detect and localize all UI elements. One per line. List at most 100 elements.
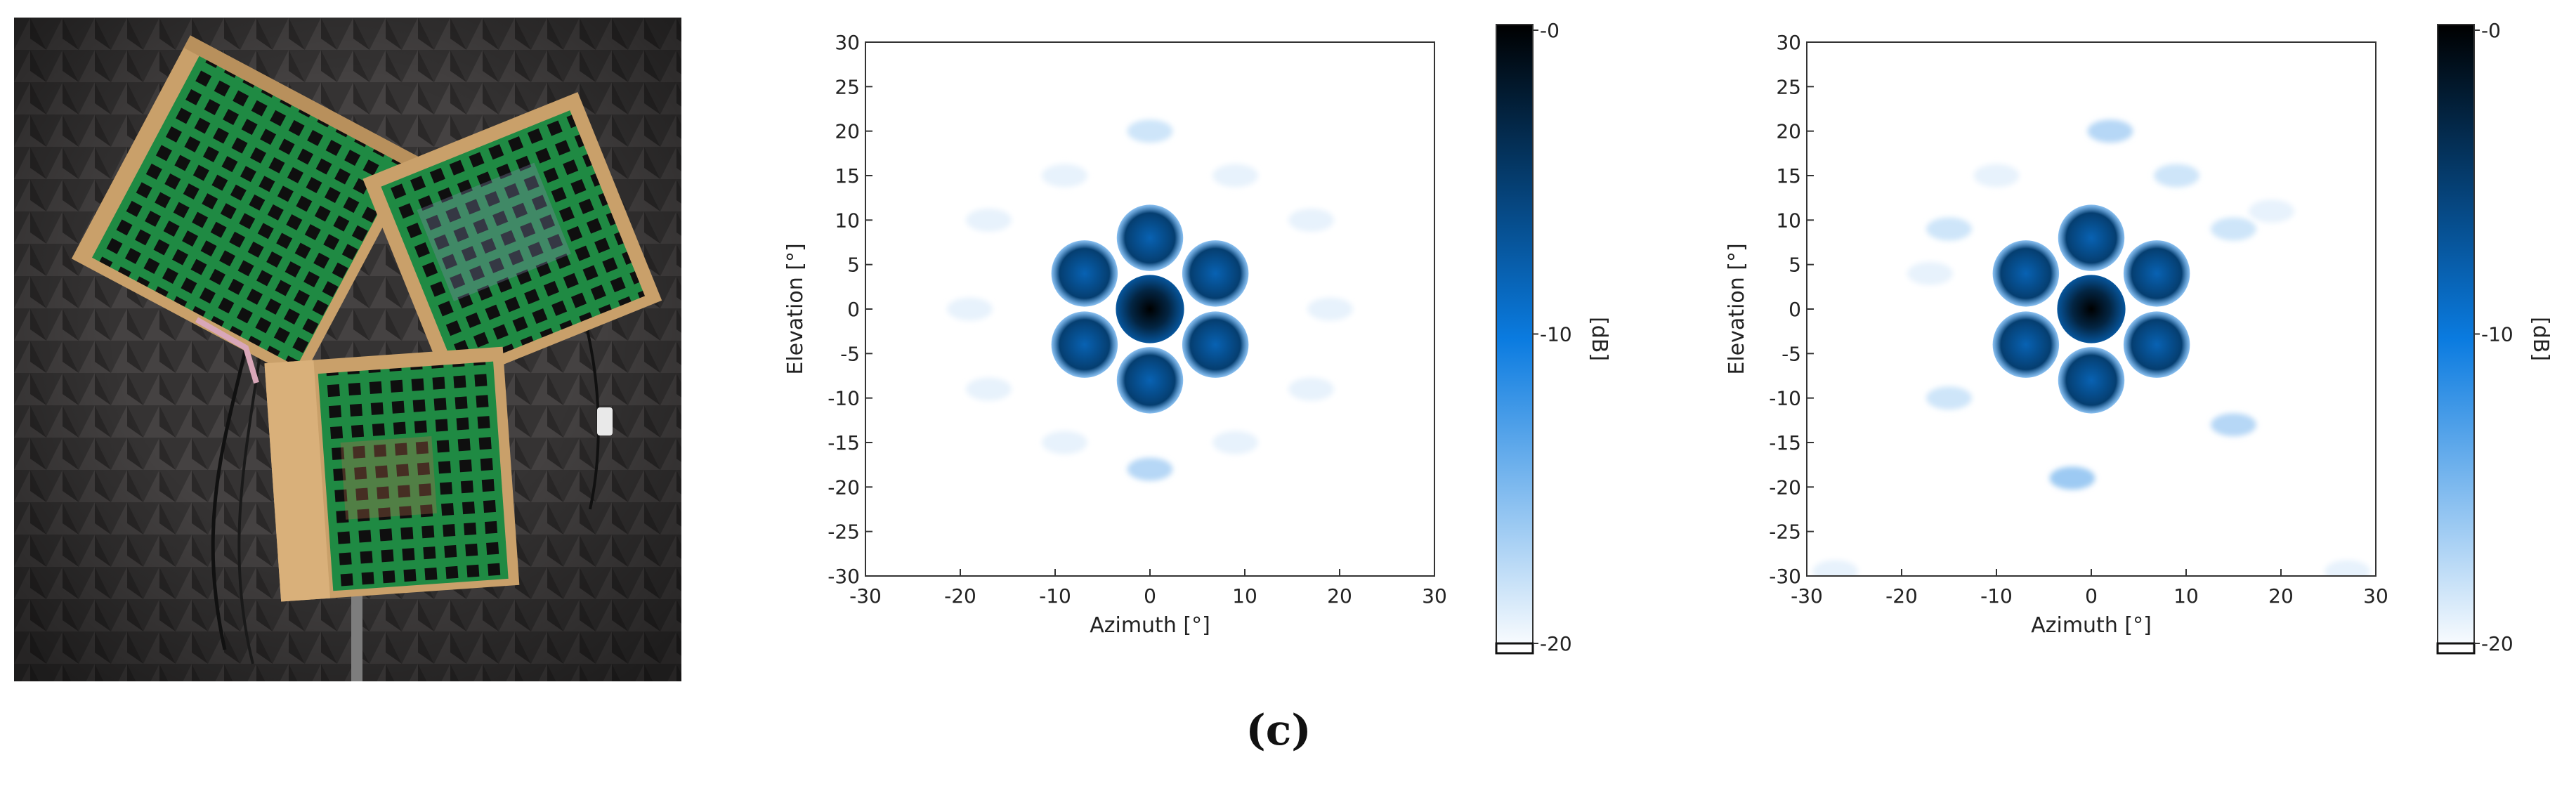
colorbar-tick-label: -10	[2481, 323, 2513, 346]
x-tick-label: -30	[1791, 584, 1823, 608]
colorbar-tick-label: -20	[1540, 632, 1572, 655]
sidelobe-0	[1127, 119, 1173, 143]
x-axis-title: Azimuth [°]	[1090, 613, 1210, 638]
grating-lobe-0	[2058, 204, 2125, 271]
grating-lobe-2	[1992, 240, 2060, 307]
sidelobe-9	[2249, 199, 2294, 223]
y-tick-label: -15	[828, 431, 860, 454]
y-tick-label: -25	[1769, 520, 1801, 544]
heatmap-layer	[947, 119, 1353, 481]
grating-lobe-3	[2123, 240, 2190, 307]
x-tick-label: 30	[2363, 584, 2388, 608]
y-tick-label: 5	[847, 254, 860, 277]
x-tick-label: 10	[1232, 584, 1257, 608]
x-tick-label: -20	[1885, 584, 1918, 608]
colorbar-tick-label: -0	[2481, 19, 2501, 42]
y-tick-label: 30	[835, 31, 860, 54]
y-tick-label: 30	[1776, 31, 1801, 54]
antenna-array-photo-drawing	[14, 18, 681, 681]
colorbar-tick-label: -20	[2481, 632, 2513, 655]
colorbar-marker	[1495, 642, 1534, 655]
colorbar-label: [dB]	[2528, 317, 2553, 361]
sidelobe-4	[966, 377, 1012, 401]
y-tick-label: -5	[840, 342, 860, 365]
x-tick-label: 0	[2085, 584, 2098, 608]
y-tick-label: 5	[1789, 254, 1801, 277]
heatmap-layer	[1812, 119, 2370, 576]
colorbar	[2437, 24, 2475, 654]
y-tick-label: 15	[1776, 164, 1801, 188]
x-tick-label: -20	[944, 584, 976, 608]
grating-lobe-5	[2123, 311, 2190, 378]
sidelobe-8	[1907, 261, 1953, 285]
sidelobe-3	[1288, 208, 1334, 232]
sidelobe-11	[2325, 560, 2370, 576]
sidelobe-6	[1973, 164, 2020, 188]
sidelobe-3	[2211, 217, 2256, 241]
grating-lobe-4	[1051, 311, 1118, 378]
beam-pattern-chart-1: -30 -20 -10 0 10 20 30 30 25 20 15 10 5 0 -5 -10 -15 -20 -…	[783, 19, 1611, 655]
y-tick-label: 0	[847, 298, 860, 321]
sidelobe-1	[2049, 466, 2096, 490]
sidelobe-10	[1042, 431, 1087, 454]
sidelobe-2	[966, 208, 1012, 232]
panel-label: (c)	[1245, 706, 1312, 755]
grating-lobe-1	[2058, 347, 2125, 414]
sidelobe-6	[947, 297, 993, 321]
main-lobe	[2057, 275, 2126, 343]
sidelobe-5	[2211, 413, 2256, 437]
x-tick-label: -30	[849, 584, 882, 608]
y-tick-label: -20	[828, 476, 860, 499]
y-tick-label: -20	[1769, 476, 1801, 499]
sidelobe-7	[2154, 164, 2199, 188]
y-axis-title: Elevation [°]	[1725, 243, 1749, 374]
sidelobe-9	[1212, 164, 1258, 188]
beam-pattern-chart-2: -30 -20 -10 0 10 20 30 30 25 20 15 10 5 0 -5 -10 -15 -20 -…	[1725, 19, 2553, 655]
main-lobe	[1116, 275, 1184, 343]
y-tick-label: 20	[1776, 120, 1801, 143]
y-tick-label: -5	[1781, 342, 1801, 365]
x-tick-label: 20	[1327, 584, 1352, 608]
colorbar	[1496, 24, 1534, 654]
x-tick-label: 10	[2173, 584, 2199, 608]
sidelobe-8	[1042, 164, 1087, 188]
x-tick-label: 20	[2268, 584, 2294, 608]
y-tick-label: 0	[1789, 298, 1801, 321]
y-tick-label: -25	[828, 520, 860, 544]
x-tick-label: 30	[1422, 584, 1447, 608]
y-tick-label: 15	[835, 164, 860, 188]
grating-lobe-2	[1051, 240, 1118, 307]
y-tick-label: -10	[1769, 387, 1801, 410]
sidelobe-4	[1926, 386, 1972, 410]
antenna-array-photo	[14, 18, 681, 681]
y-tick-label: 10	[835, 209, 860, 232]
y-tick-label: 10	[1776, 209, 1801, 232]
x-tick-label: 0	[1144, 584, 1156, 608]
y-tick-label: 20	[835, 120, 860, 143]
x-axis-title: Azimuth [°]	[2031, 613, 2152, 638]
colorbar-tick-label: -0	[1540, 19, 1560, 42]
colorbar-tick-label: -10	[1540, 323, 1572, 346]
sidelobe-10	[1812, 560, 1858, 576]
sidelobe-2	[1926, 217, 1972, 241]
y-tick-label: 25	[1776, 75, 1801, 98]
x-tick-label: -10	[1980, 584, 2013, 608]
sidelobe-11	[1212, 431, 1258, 454]
grating-lobe-1	[1116, 347, 1184, 414]
sidelobe-5	[1288, 377, 1334, 401]
grating-lobe-4	[1992, 311, 2060, 378]
colorbar-label: [dB]	[1587, 317, 1611, 361]
grating-lobe-3	[1182, 240, 1249, 307]
colorbar-marker	[2436, 642, 2476, 655]
y-tick-label: 25	[835, 75, 860, 98]
y-tick-label: -30	[1769, 565, 1801, 588]
y-tick-label: -15	[1769, 431, 1801, 454]
sidelobe-0	[2087, 119, 2133, 143]
y-tick-label: -30	[828, 565, 860, 588]
y-axis-title: Elevation [°]	[783, 243, 808, 374]
sidelobe-1	[1127, 457, 1173, 481]
grating-lobe-5	[1182, 311, 1249, 378]
x-tick-label: -10	[1039, 584, 1071, 608]
y-tick-label: -10	[828, 387, 860, 410]
grating-lobe-0	[1116, 204, 1184, 271]
